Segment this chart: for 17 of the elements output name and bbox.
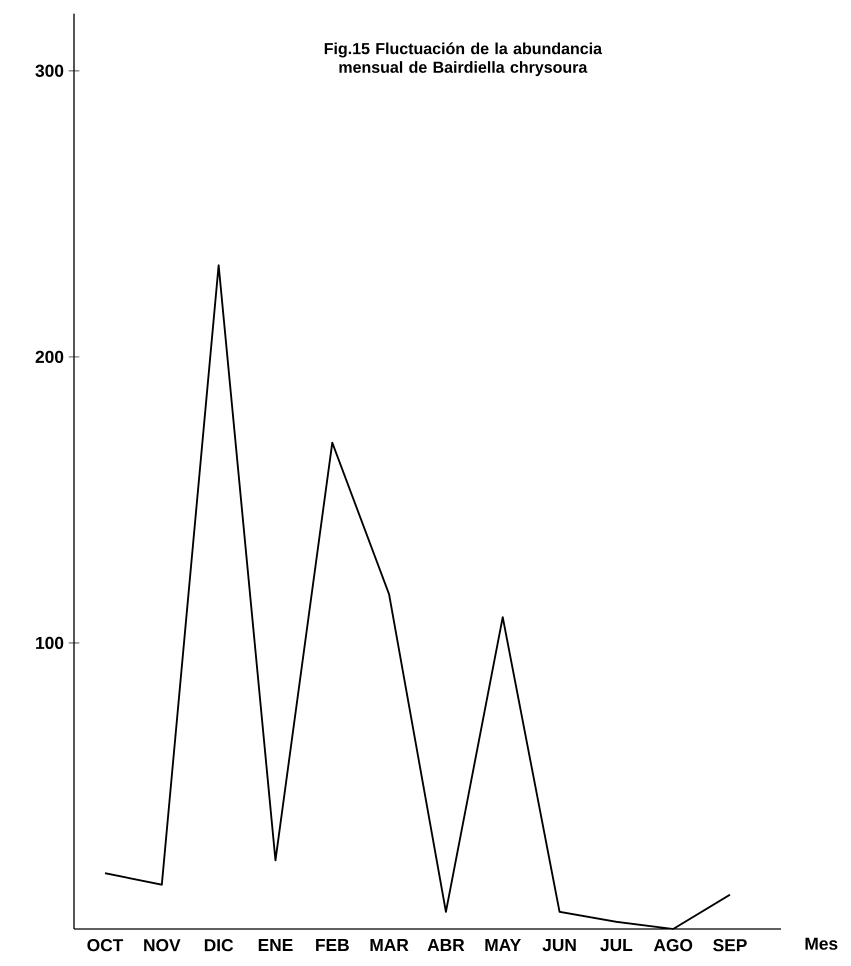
x-tick-label: JUL: [600, 939, 632, 952]
x-tick-label: FEB: [316, 939, 349, 951]
x-axis-title: Mes: [806, 938, 838, 950]
x-tick-label: ABR: [428, 939, 464, 951]
y-tick-label: 200: [36, 350, 64, 363]
x-tick-label: OCT: [87, 939, 124, 952]
y-tick-label: 300: [35, 64, 64, 77]
y-tick-label: 100: [36, 636, 64, 650]
x-tick-label: MAR: [370, 939, 408, 951]
x-tick-label: ENE: [258, 939, 293, 951]
x-tick-label: NOV: [144, 939, 180, 952]
x-tick-label: DIC: [204, 939, 234, 952]
text: Fig.15 Fluctuación de la abundancia mensual de Bairdiella chrysoura: [324, 42, 602, 76]
x-tick-label: MAY: [485, 939, 521, 951]
x-tick-label: SEP: [713, 939, 747, 952]
x-tick-label: JUN: [542, 939, 576, 952]
x-tick-label: AGO: [654, 939, 692, 952]
